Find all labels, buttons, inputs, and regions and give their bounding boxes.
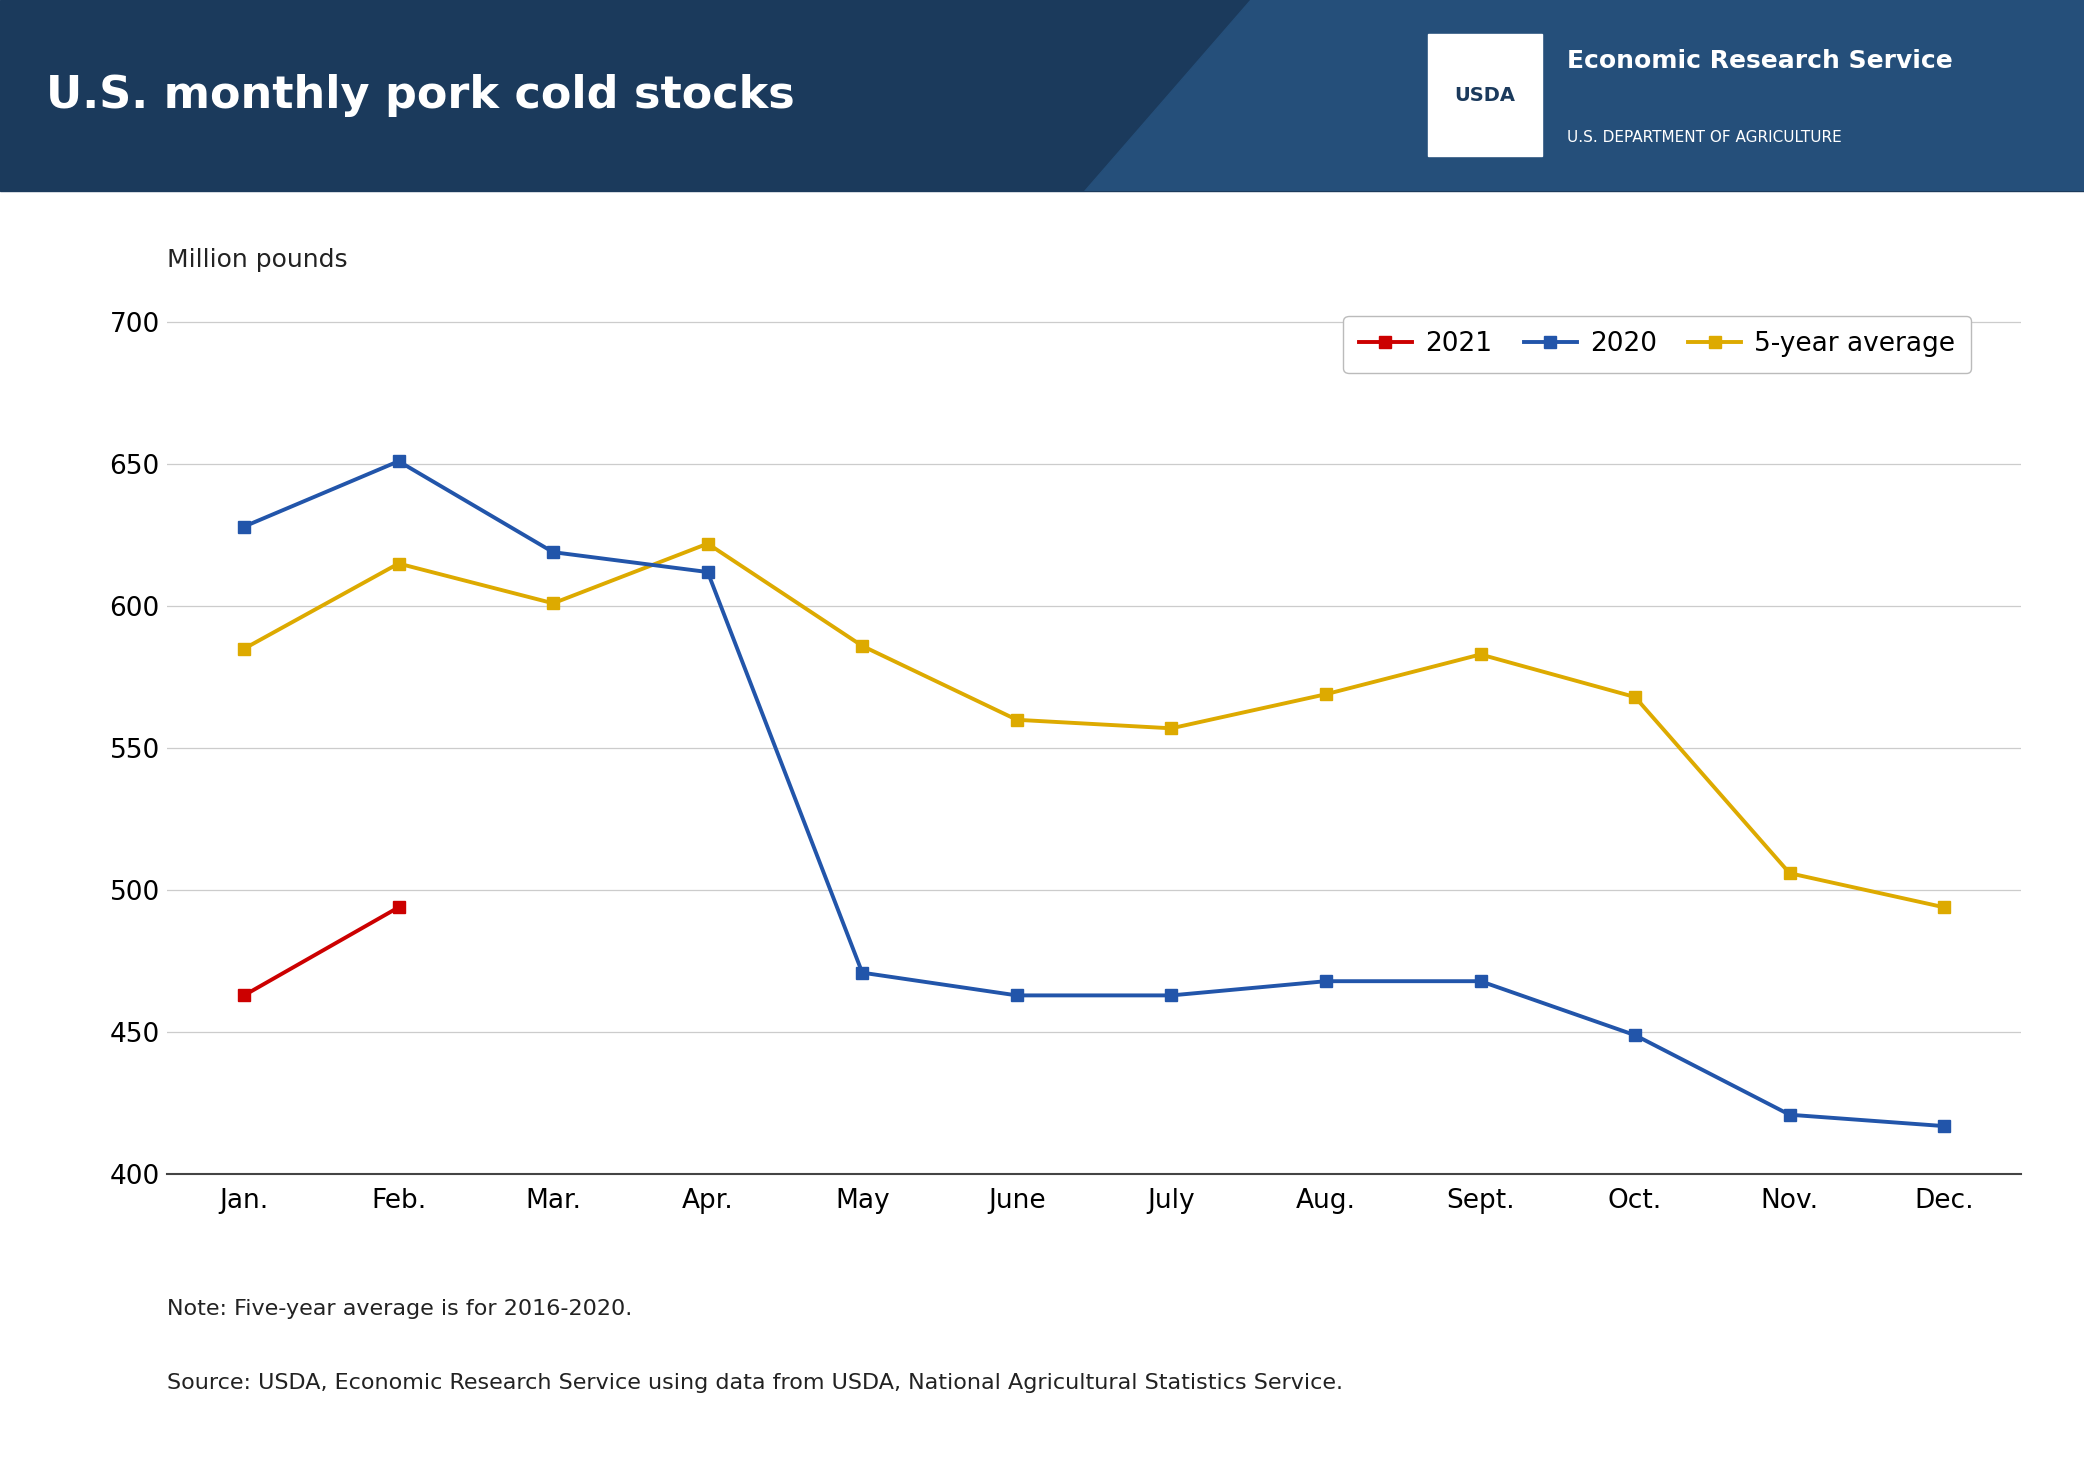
Text: Note: Five-year average is for 2016-2020.: Note: Five-year average is for 2016-2020… — [167, 1299, 631, 1320]
Text: Economic Research Service: Economic Research Service — [1567, 48, 1953, 73]
Text: USDA: USDA — [1455, 87, 1515, 104]
Text: U.S. monthly pork cold stocks: U.S. monthly pork cold stocks — [46, 73, 794, 117]
Legend: 2021, 2020, 5-year average: 2021, 2020, 5-year average — [1344, 316, 1971, 373]
Text: Million pounds: Million pounds — [167, 248, 348, 272]
Polygon shape — [1084, 0, 2084, 191]
Bar — [1428, 34, 1542, 157]
Text: Source: USDA, Economic Research Service using data from USDA, National Agricultu: Source: USDA, Economic Research Service … — [167, 1373, 1342, 1393]
Text: U.S. DEPARTMENT OF AGRICULTURE: U.S. DEPARTMENT OF AGRICULTURE — [1567, 129, 1842, 145]
